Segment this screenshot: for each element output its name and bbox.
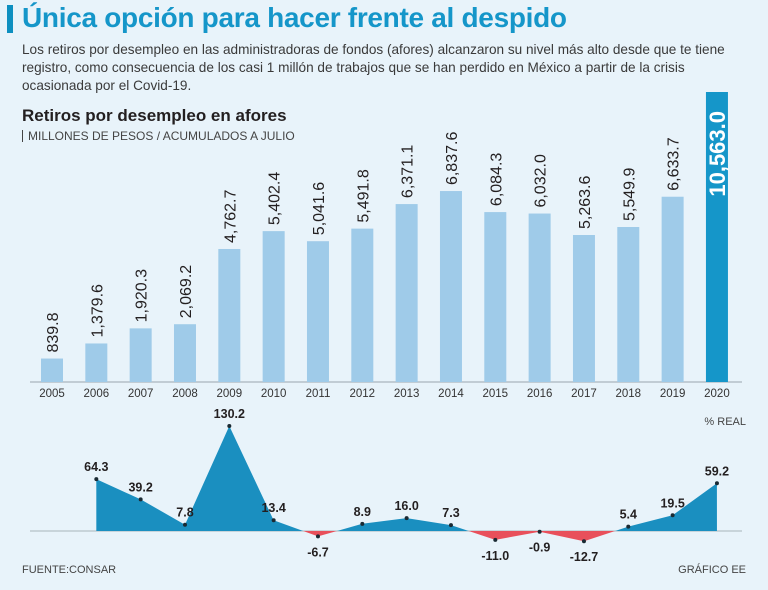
bar-tick-label-2019: 2019 bbox=[660, 388, 686, 400]
variation-point-2010 bbox=[271, 518, 276, 523]
subtitle-rule bbox=[22, 130, 23, 142]
variation-point-2016 bbox=[537, 529, 542, 534]
variation-label-2019: 19.5 bbox=[660, 496, 684, 510]
bar-2015 bbox=[484, 212, 507, 382]
bar-value-label-2018: 5,549.9 bbox=[621, 168, 638, 221]
bar-value-label-2009: 4,762.7 bbox=[222, 190, 239, 243]
bar-value-label-2008: 2,069.2 bbox=[178, 265, 195, 318]
bar-value-label-2007: 1,920.3 bbox=[134, 269, 151, 322]
bar-tick-label-2006: 2006 bbox=[84, 388, 110, 400]
variation-label-2006: 64.3 bbox=[84, 460, 108, 474]
bar-2011 bbox=[306, 241, 329, 382]
variation-point-2014 bbox=[448, 523, 453, 528]
bar-2016 bbox=[528, 213, 551, 382]
headline-accent-bar bbox=[7, 5, 13, 33]
variation-label-2020: 59.2 bbox=[705, 464, 729, 478]
bar-tick-label-2007: 2007 bbox=[128, 388, 154, 400]
credit-note: GRÁFICO EE bbox=[678, 564, 746, 576]
bar-value-label-2017: 5,263.6 bbox=[577, 176, 594, 229]
bar-value-label-2005: 839.8 bbox=[45, 312, 62, 352]
variation-point-2013 bbox=[404, 516, 409, 521]
variation-point-2007 bbox=[138, 497, 143, 502]
variation-point-2015 bbox=[493, 537, 498, 542]
bar-2009 bbox=[218, 248, 241, 382]
variation-label-2008: 7.8 bbox=[176, 506, 193, 520]
bar-2006 bbox=[85, 343, 108, 382]
bar-value-label-2019: 6,633.7 bbox=[666, 137, 683, 190]
variation-point-2017 bbox=[581, 539, 586, 544]
variation-label-2016: -0.9 bbox=[529, 541, 551, 555]
bar-tick-label-2005: 2005 bbox=[39, 388, 65, 400]
bar-2013 bbox=[395, 204, 418, 382]
variation-point-2019 bbox=[670, 513, 675, 518]
variation-label-2015: -11.0 bbox=[481, 549, 509, 563]
bar-value-label-2006: 1,379.6 bbox=[89, 284, 106, 337]
variation-label-2013: 16.0 bbox=[394, 499, 418, 513]
variation-label-2011: -6.7 bbox=[307, 545, 329, 559]
bar-tick-label-2015: 2015 bbox=[483, 388, 509, 400]
bar-value-label-2013: 6,371.1 bbox=[400, 145, 417, 198]
bar-value-label-2016: 6,032.0 bbox=[533, 154, 550, 207]
variation-point-2006 bbox=[94, 477, 99, 482]
dek-paragraph: Los retiros por desempleo en las adminis… bbox=[22, 42, 725, 93]
bar-2014 bbox=[439, 191, 462, 382]
bar-tick-label-2010: 2010 bbox=[261, 388, 287, 400]
bar-tick-label-2012: 2012 bbox=[350, 388, 376, 400]
bar-tick-label-2013: 2013 bbox=[394, 388, 420, 400]
variation-point-2009 bbox=[227, 424, 232, 428]
source-note: FUENTE:CONSAR bbox=[22, 564, 117, 576]
bar-tick-label-2017: 2017 bbox=[571, 388, 597, 400]
bar-value-label-2011: 5,041.6 bbox=[311, 182, 328, 235]
bar-tick-label-2020: 2020 bbox=[704, 388, 730, 400]
variation-unit-note: % REAL bbox=[704, 416, 746, 428]
bar-2012 bbox=[351, 228, 374, 382]
bar-tick-label-2016: 2016 bbox=[527, 388, 553, 400]
variation-point-2020 bbox=[714, 481, 719, 486]
variation-label-2007: 39.2 bbox=[128, 480, 152, 494]
chart-subtitle: MILLONES DE PESOS / ACUMULADOS A JULIO bbox=[22, 129, 295, 143]
variation-point-2012 bbox=[360, 521, 365, 526]
bar-2008 bbox=[173, 324, 196, 382]
bar-tick-label-2011: 2011 bbox=[306, 388, 331, 400]
variation-label-2010: 13.4 bbox=[261, 501, 285, 515]
variation-label-2014: 7.3 bbox=[442, 506, 459, 520]
bar-value-label-2014: 6,837.6 bbox=[444, 132, 461, 185]
bar-value-label-2010: 5,402.4 bbox=[267, 172, 284, 225]
variation-area-positive bbox=[96, 426, 717, 531]
bar-2020 bbox=[705, 92, 728, 382]
variation-label-2018: 5.4 bbox=[620, 508, 637, 522]
bar-tick-label-2014: 2014 bbox=[438, 388, 464, 400]
bar-2010 bbox=[262, 231, 285, 382]
variation-area-negative bbox=[96, 531, 717, 542]
variation-point-2008 bbox=[182, 522, 187, 527]
bar-tick-label-2008: 2008 bbox=[172, 388, 198, 400]
chart-subtitle-text: MILLONES DE PESOS / ACUMULADOS A JULIO bbox=[28, 129, 295, 143]
bar-2007 bbox=[129, 328, 152, 382]
variation-point-2011 bbox=[315, 534, 320, 539]
bar-tick-label-2009: 2009 bbox=[217, 388, 243, 400]
bar-2017 bbox=[572, 234, 595, 382]
bar-tick-label-2018: 2018 bbox=[615, 388, 641, 400]
variation-label-2017: -12.7 bbox=[570, 550, 599, 564]
bar-2019 bbox=[661, 196, 684, 382]
bar-2005 bbox=[41, 358, 63, 382]
variation-label-2012: 8.9 bbox=[354, 505, 371, 519]
bar-value-label-2015: 6,084.3 bbox=[488, 153, 505, 206]
headline: Única opción para hacer frente al despid… bbox=[22, 2, 567, 33]
bar-value-label-2012: 5,491.8 bbox=[355, 169, 372, 222]
bar-2018 bbox=[617, 227, 640, 382]
variation-point-2018 bbox=[626, 524, 631, 529]
chart-title: Retiros por desempleo en afores bbox=[22, 106, 287, 125]
bar-value-label-2020: 10,563.0 bbox=[705, 111, 730, 197]
variation-label-2009: 130.2 bbox=[214, 407, 245, 421]
